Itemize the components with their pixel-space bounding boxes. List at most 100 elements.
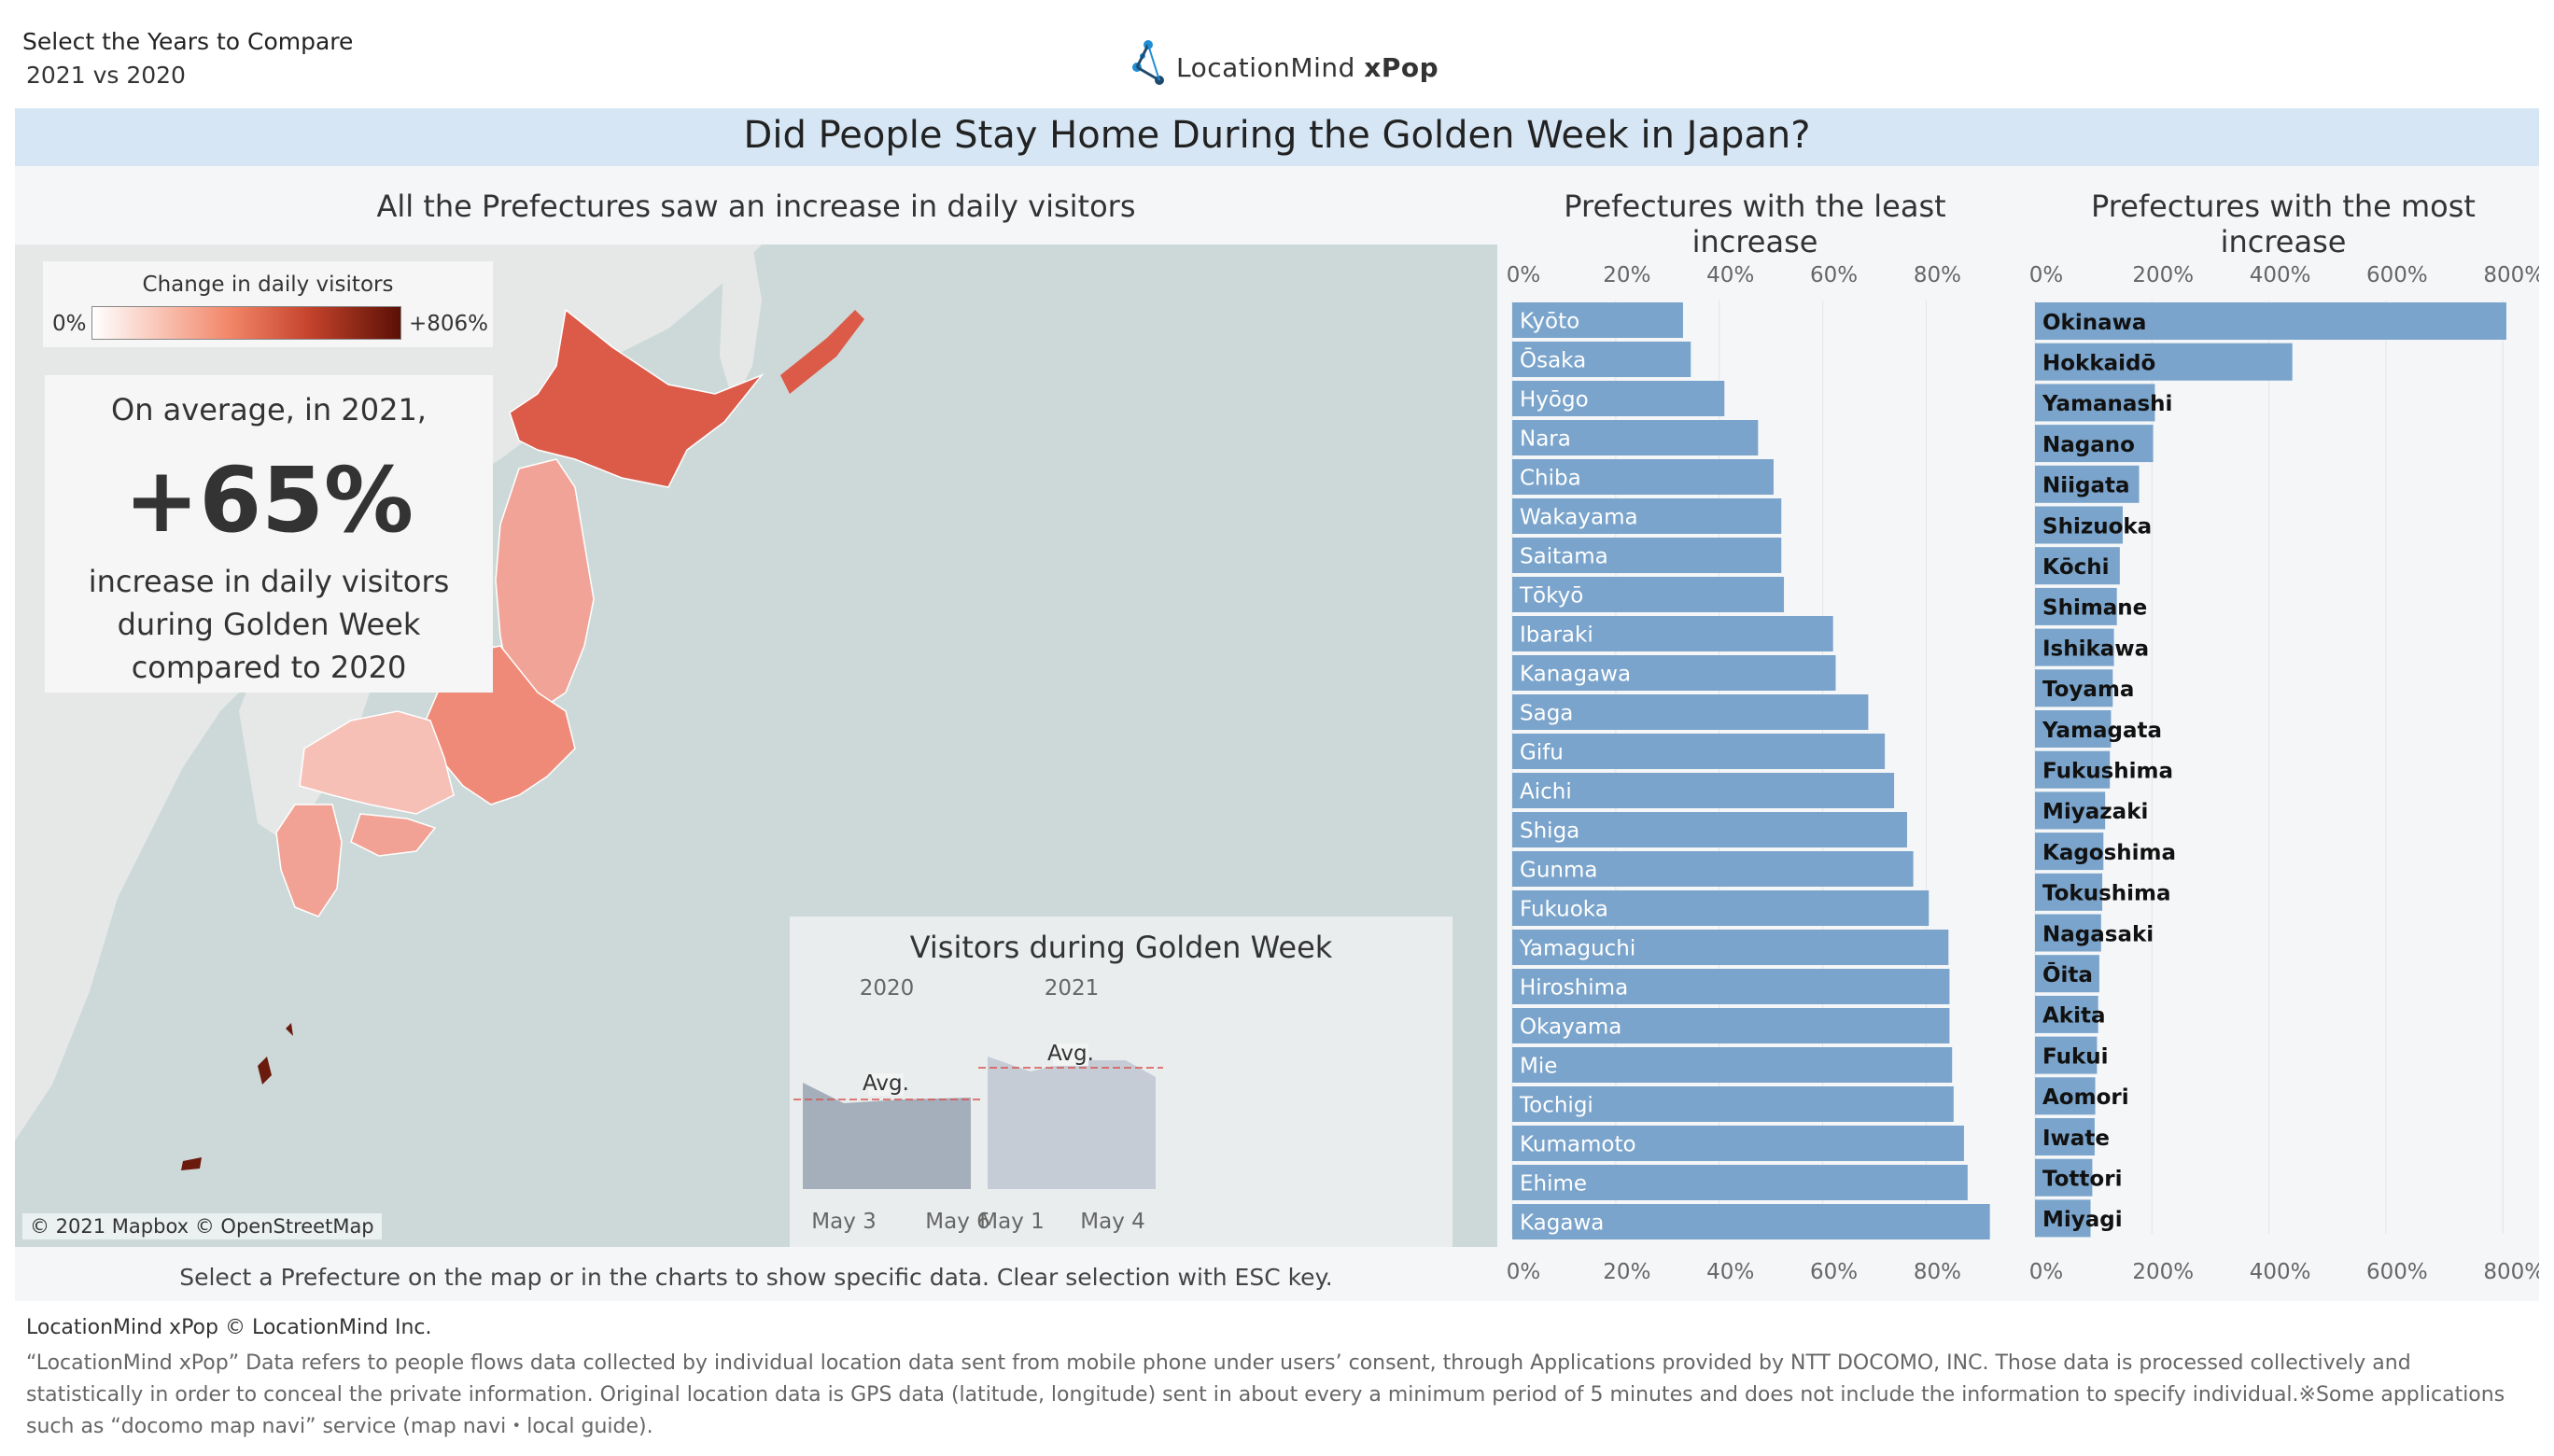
least-bar-tochigi[interactable] (1512, 1086, 1954, 1122)
area-2021[interactable] (988, 1057, 1156, 1189)
least-bar-gifu[interactable] (1512, 734, 1886, 769)
least-bar-kumamoto[interactable] (1512, 1126, 1964, 1161)
least-tick-bottom: 40% (1706, 1260, 1754, 1284)
least-bar-label: Nara (1520, 427, 1571, 451)
least-bar-okayama[interactable] (1512, 1008, 1950, 1043)
most-bar-iwate[interactable] (2035, 1118, 2095, 1155)
most-bar-akita[interactable] (2035, 995, 2098, 1033)
most-bar-label: Aomori (2042, 1085, 2129, 1110)
shikoku-shape[interactable] (350, 813, 437, 857)
least-bar-ibaraki[interactable] (1512, 616, 1833, 651)
least-bar-saga[interactable] (1512, 694, 1869, 730)
least-bar-chiba[interactable] (1512, 459, 1774, 495)
least-bar-fukuoka[interactable] (1512, 890, 1930, 926)
most-bar-shizuoka[interactable] (2035, 506, 2123, 544)
most-bar-okinawa[interactable] (2035, 302, 2506, 340)
least-bar-label: Saga (1520, 701, 1573, 725)
most-tick-top: 800% (2483, 263, 2539, 287)
most-bar-label: Yamagata (2042, 719, 2162, 743)
most-bar-label: Tokushima (2042, 882, 2171, 906)
sakhalin-shape (720, 245, 762, 403)
least-bar-label: Chiba (1520, 466, 1581, 490)
least-tick-top: 20% (1603, 263, 1650, 287)
least-bar-mie[interactable] (1512, 1047, 1953, 1083)
least-bar-hiroshima[interactable] (1512, 969, 1950, 1004)
map-title: All the Prefectures saw an increase in d… (376, 189, 1136, 224)
least-bar-yamaguchi[interactable] (1512, 930, 1949, 965)
least-bar-label: Yamaguchi (1519, 936, 1635, 960)
least-bar-shiga[interactable] (1512, 812, 1907, 847)
tohoku-shape[interactable] (495, 458, 595, 712)
year-filter-dropdown[interactable]: 2021 vs 2020 (26, 62, 186, 89)
most-bar-fukushima[interactable] (2035, 750, 2111, 789)
most-bar-nagasaki[interactable] (2035, 914, 2101, 952)
area-2020[interactable] (803, 1083, 971, 1189)
most-bar-fukui[interactable] (2035, 1036, 2098, 1074)
dashboard-title: Did People Stay Home During the Golden W… (743, 114, 1811, 157)
least-bar-aichi[interactable] (1512, 773, 1895, 808)
hokkaido-shape[interactable] (509, 308, 765, 488)
least-tick-bottom: 20% (1603, 1260, 1650, 1284)
least-bar-ehime[interactable] (1512, 1165, 1968, 1200)
most-tick-bottom: 200% (2132, 1260, 2194, 1284)
honshu-west-shape[interactable] (299, 710, 455, 815)
least-bar-kagawa[interactable] (1512, 1204, 1990, 1239)
least-bar-label: Gunma (1520, 858, 1597, 882)
legend-min-label: 0% (52, 312, 87, 336)
most-bar-nagano[interactable] (2035, 425, 2154, 463)
least-bar-label: Kanagawa (1520, 662, 1631, 686)
least-bar-kanagawa[interactable] (1512, 655, 1836, 691)
most-bar-miyagi[interactable] (2035, 1199, 2091, 1238)
least-tick-top: 60% (1810, 263, 1858, 287)
most-bar-hokkaidō[interactable] (2035, 343, 2293, 381)
most-bar-miyazaki[interactable] (2035, 791, 2106, 830)
kuril-islands-shape[interactable] (780, 310, 864, 394)
avg-label-2021: Avg. (1047, 1042, 1094, 1066)
least-bar-tōkyō[interactable] (1512, 577, 1785, 612)
least-bar-hyōgo[interactable] (1512, 381, 1725, 416)
least-bar-wakayama[interactable] (1512, 498, 1782, 534)
most-bar-yamanashi[interactable] (2035, 384, 2155, 422)
most-tick-top: 0% (2029, 263, 2064, 287)
most-increase-chart[interactable]: 0% 0% 200% 200% 400% 400% 600% 600% 800% 800% Okin… (2016, 245, 2539, 1299)
most-bar-ishikawa[interactable] (2035, 628, 2114, 666)
most-bar-label: Okinawa (2042, 311, 2146, 335)
most-bar-shimane[interactable] (2035, 587, 2117, 625)
inset-xlabel-may3: May 3 (811, 1210, 877, 1234)
most-bar-tokushima[interactable] (2035, 873, 2103, 911)
avg-label-bg-2021 (1053, 1043, 1088, 1066)
most-bar-ōita[interactable] (2035, 955, 2099, 993)
least-bar-ōsaka[interactable] (1512, 342, 1691, 377)
most-tick-bottom: 800% (2483, 1260, 2539, 1284)
most-bar-niigata[interactable] (2035, 465, 2140, 503)
least-bar-gunma[interactable] (1512, 851, 1914, 887)
least-tick-bottom: 60% (1810, 1260, 1858, 1284)
most-bar-yamagata[interactable] (2035, 710, 2112, 748)
most-bar-kagoshima[interactable] (2035, 833, 2104, 871)
least-bar-label: Kumamoto (1520, 1132, 1636, 1156)
least-increase-chart[interactable]: 0% 0% 20% 20% 40% 40% 60% 60% 80% 80% Kyōto Ōsaka Hy… (1494, 245, 1998, 1299)
most-bar-label: Miyazaki (2042, 800, 2148, 824)
average-increase-value: +65% (123, 448, 414, 553)
kyushu-shape[interactable] (275, 804, 343, 917)
most-tick-bottom: 0% (2029, 1260, 2064, 1284)
visitors-area-chart[interactable]: 2020 2021 Avg. Avg. May 3 May 6 May 1 Ma… (790, 917, 1452, 1247)
most-tick-top: 400% (2250, 263, 2311, 287)
most-bar-label: Nagano (2042, 433, 2135, 457)
okinawa-islands-shape[interactable] (181, 1023, 293, 1170)
least-tick-bottom: 0% (1507, 1260, 1541, 1284)
map-attribution[interactable]: © 2021 Mapbox © OpenStreetMap (22, 1213, 382, 1239)
least-bar-nara[interactable] (1512, 420, 1759, 455)
most-bar-tottori[interactable] (2035, 1158, 2093, 1197)
least-bar-kyōto[interactable] (1512, 302, 1683, 338)
most-bar-aomori[interactable] (2035, 1077, 2096, 1115)
least-bar-label: Okayama (1520, 1015, 1621, 1039)
logo-wordmark: LocationMind xPop (1176, 52, 1439, 83)
most-bar-toyama[interactable] (2035, 669, 2113, 707)
most-bar-label: Akita (2042, 1004, 2106, 1029)
least-increase-title: Prefectures with the least increase (1564, 189, 1946, 259)
most-bar-kōchi[interactable] (2035, 547, 2120, 585)
least-bar-saitama[interactable] (1512, 538, 1782, 573)
least-bar-label: Hyōgo (1520, 387, 1589, 412)
least-bar-label: Wakayama (1520, 505, 1638, 529)
